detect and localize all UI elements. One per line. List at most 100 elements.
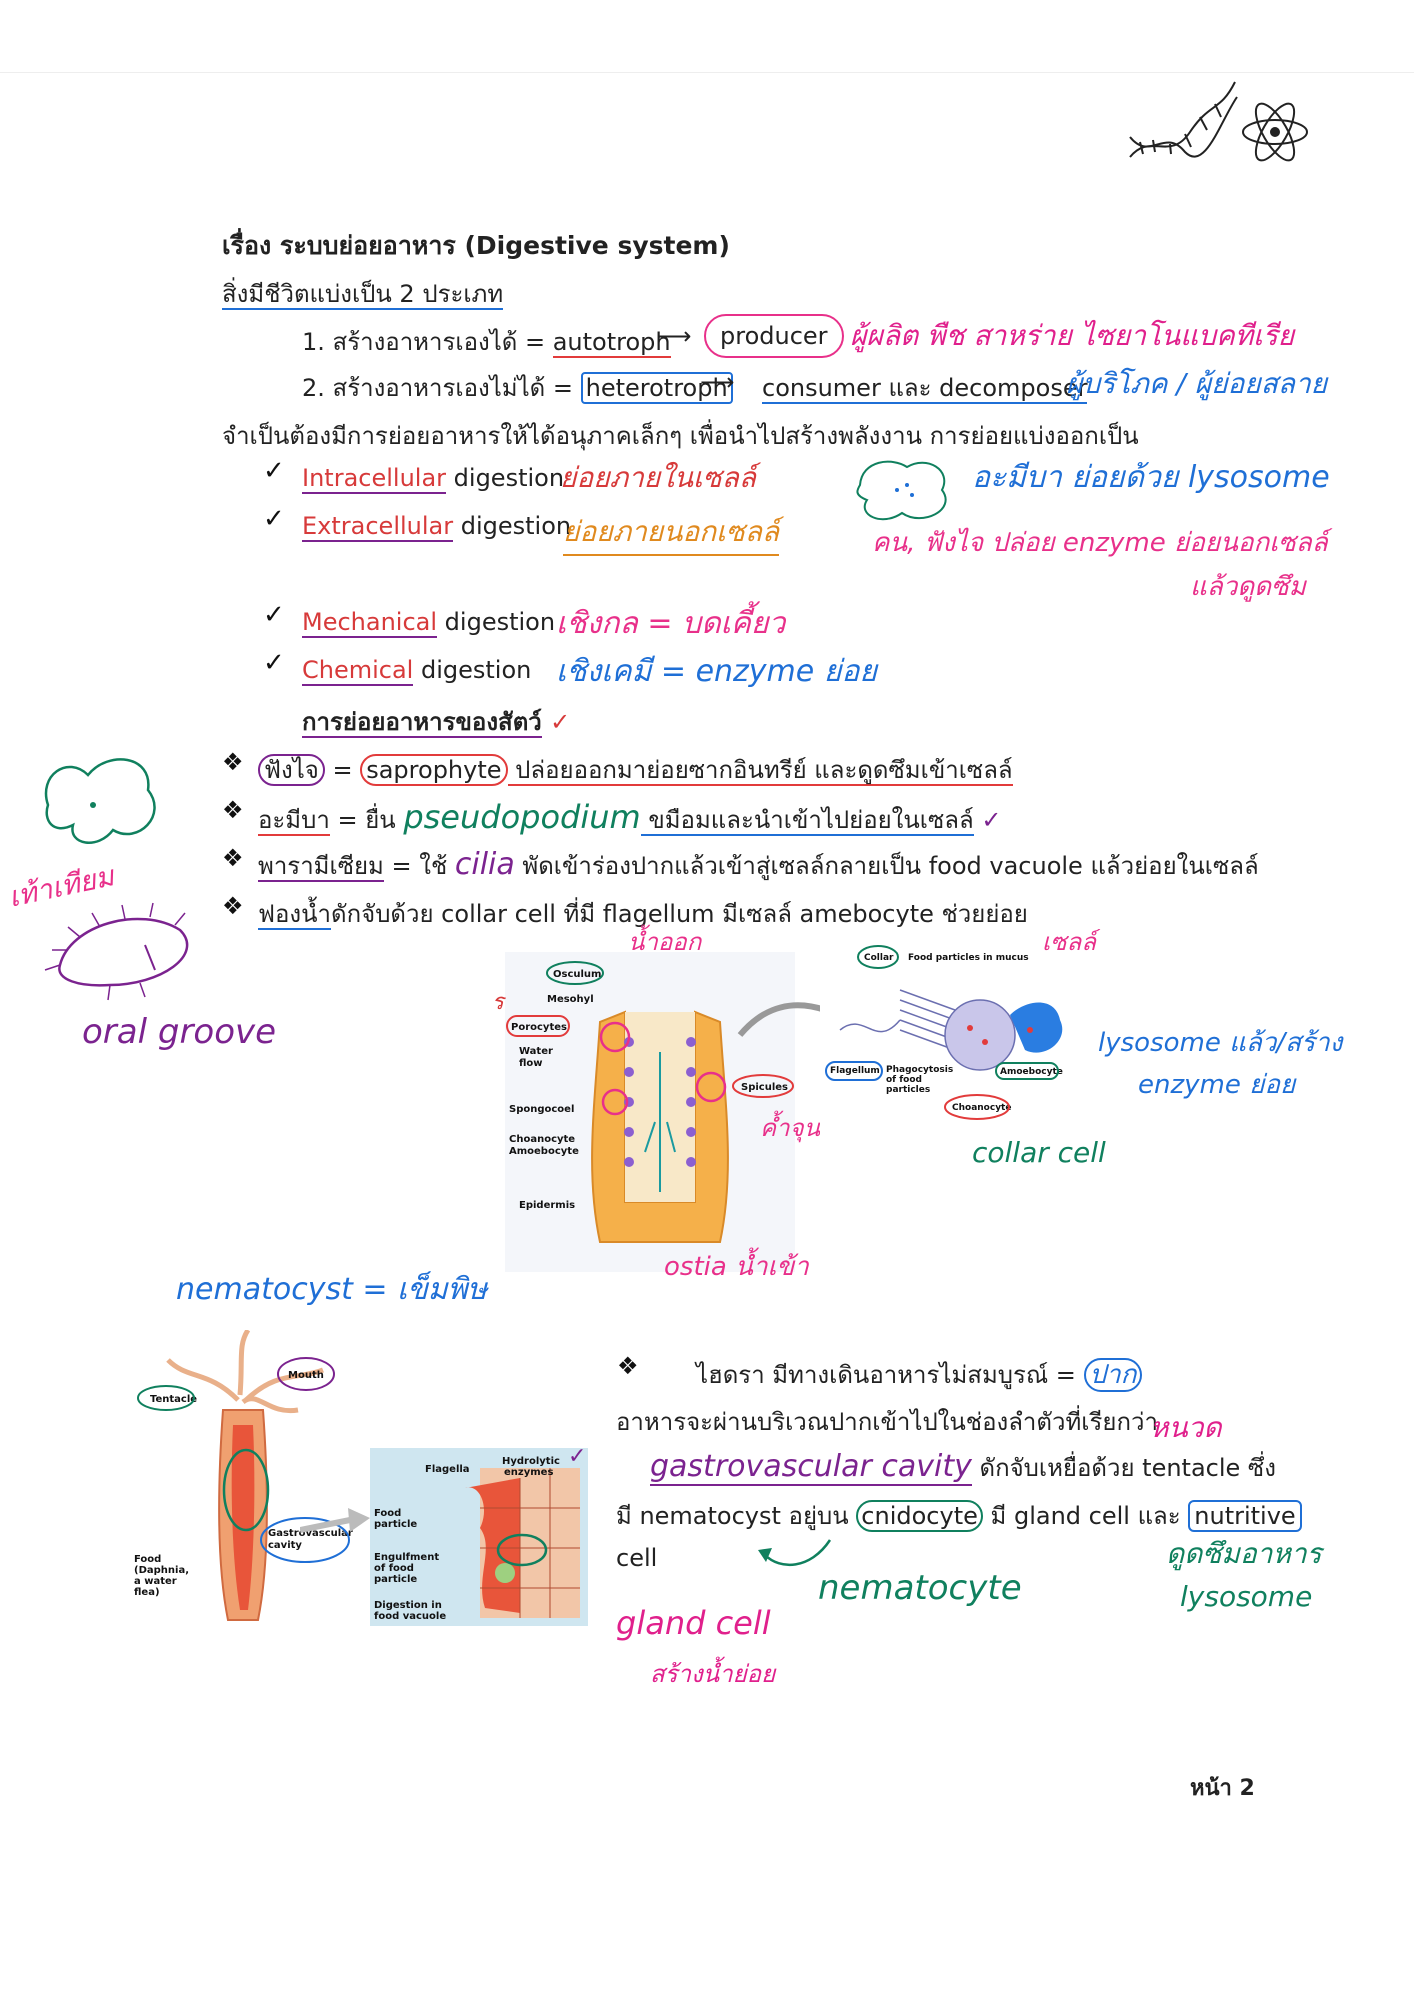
- svg-text:Food particles in mucus: Food particles in mucus: [908, 953, 1029, 963]
- oral-groove-note: oral groove: [82, 1012, 277, 1052]
- svg-text:Food: Food: [374, 1508, 401, 1519]
- bullet-fungi: ฟังไจ = saprophyte ปล่อยออกมาย่อยซากอินท…: [258, 750, 1013, 789]
- svg-text:Spicules: Spicules: [741, 1082, 788, 1093]
- hydra-note-anus: หนวด: [1150, 1411, 1222, 1444]
- svg-text:Engulfment: Engulfment: [374, 1552, 439, 1563]
- svg-text:particle: particle: [374, 1519, 417, 1530]
- hydra-line-3: gastrovascular cavity ดักจับเหยื่อด้วย t…: [650, 1449, 1276, 1486]
- hydra-line-2: อาหารจะผ่านบริเวณปากเข้าไปในช่องลำตัวที่…: [616, 1408, 1158, 1436]
- digestion-intracellular: Intracellular digestion: [302, 464, 565, 494]
- svg-text:Amoebocyte: Amoebocyte: [509, 1146, 579, 1157]
- hydra-line-4: มี nematocyst อยู่บน cnidocyte มี gland …: [616, 1496, 1302, 1535]
- hydra-note-nemato: nematocyte: [818, 1568, 1022, 1608]
- page-title: เรื่อง ระบบย่อยอาหาร (Digestive system): [222, 231, 730, 260]
- svg-text:enzymes: enzymes: [504, 1467, 553, 1478]
- svg-text:cavity: cavity: [268, 1540, 302, 1551]
- sponge-annot-top: น้ำออก: [628, 928, 702, 956]
- mechanical-note: เชิงกล = บดเคี้ยว: [556, 606, 786, 641]
- sponge-annot-r: ร: [492, 990, 504, 1015]
- svg-text:Flagellum: Flagellum: [830, 1066, 880, 1076]
- sponge-annot-spicules: ค้ำจุน: [760, 1114, 820, 1142]
- svg-text:Mouth: Mouth: [288, 1370, 324, 1381]
- animal-heading: การย่อยอาหารของสัตว์ ✓: [302, 708, 571, 738]
- diamond-icon: ❖: [222, 844, 244, 872]
- arrow-1: ⟶: [657, 322, 692, 350]
- collar-annot-enzyme: enzyme ย่อย: [1138, 1070, 1296, 1100]
- chemical-note: เชิงเคมี = enzyme ย่อย: [556, 654, 877, 689]
- diamond-icon: ❖: [222, 892, 244, 920]
- svg-text:Phagocytosis: Phagocytosis: [886, 1065, 953, 1075]
- svg-text:of food: of food: [886, 1075, 922, 1085]
- hydra-line-5: cell: [616, 1544, 658, 1572]
- curved-arrow-icon: [758, 1539, 832, 1567]
- bullet-sponge: ฟองน้ำดักจับด้วย collar cell ที่มี flage…: [258, 900, 1028, 930]
- water-flow-arrows: [644, 1052, 676, 1192]
- svg-text:particle: particle: [374, 1574, 417, 1585]
- collar-annot-cell: เซลล์: [1042, 928, 1096, 956]
- gland-cell-note: gland cell: [616, 1604, 771, 1642]
- amoeba-note: อะมีบา ย่อยด้วย lysosome: [972, 460, 1330, 495]
- svg-text:Gastrovascular: Gastrovascular: [268, 1528, 353, 1539]
- bullet-paramecium: พารามีเซียม = ใช้ cilia พัดเข้าร่องปากแล…: [258, 847, 1259, 882]
- svg-text:Osculum: Osculum: [553, 969, 601, 980]
- svg-text:Collar: Collar: [864, 953, 894, 963]
- arrow-2: ⟶: [700, 368, 735, 396]
- svg-text:Amoebocyte: Amoebocyte: [1000, 1067, 1063, 1077]
- need-line: จำเป็นต้องมีการย่อยอาหารให้ได้อนุภาคเล็ก…: [222, 422, 1139, 450]
- collar-cell-diagram: Collar Food particles in mucus Flagellum P…: [820, 940, 1075, 1140]
- sponge-annot-ostia: ostia น้ำเข้า: [664, 1252, 809, 1282]
- svg-text:Mesohyl: Mesohyl: [547, 994, 594, 1005]
- digestion-mechanical: Mechanical digestion: [302, 608, 556, 638]
- collar-annot-lysosome: lysosome แล้ว/สร้าง: [1098, 1028, 1343, 1058]
- digestion-extracellular: Extracellular digestion: [302, 512, 572, 542]
- check-icon: ✓: [263, 456, 285, 486]
- extra-note-1: คน, ฟังไจ ปล่อย enzyme ย่อยนอกเซลล์: [872, 528, 1328, 558]
- intracellular-note: ย่อยภายในเซลล์: [560, 461, 756, 494]
- amoeba-doodle: [856, 460, 947, 521]
- gland-cell-note-2: สร้างน้ำย่อย: [650, 1660, 776, 1688]
- svg-text:Porocytes: Porocytes: [511, 1022, 567, 1033]
- enzyme-check-icon: ✓: [568, 1444, 587, 1469]
- svg-text:Flagella: Flagella: [425, 1464, 470, 1475]
- hydra-line-1: ไฮดรา มีทางเดินอาหารไม่สมบูรณ์ = ปาก: [696, 1354, 1143, 1395]
- consumer-label: consumer และ decomposer: [762, 374, 1088, 404]
- diamond-icon: ❖: [617, 1352, 639, 1380]
- svg-text:Choanocyte: Choanocyte: [509, 1134, 575, 1145]
- diamond-icon: ❖: [222, 796, 244, 824]
- check-icon: ✓: [263, 648, 285, 678]
- svg-text:(Daphnia,: (Daphnia,: [134, 1565, 189, 1576]
- grey-arrow-icon: [300, 1508, 370, 1533]
- extra-note-2: แล้วดูดซึม: [1190, 572, 1306, 602]
- gastrodermis-cells: [465, 1468, 580, 1618]
- svg-text:particles: particles: [886, 1085, 930, 1095]
- choanocyte-body: [944, 999, 1016, 1071]
- svg-text:Digestion in: Digestion in: [374, 1600, 442, 1611]
- page-top-bar: [0, 0, 1414, 73]
- bullet-amoeba: อะมีบา = ยื่น pseudopodium ขมือมและนำเข้…: [258, 798, 1002, 836]
- type-heterotroph: 2. สร้างอาหารเองไม่ได้ = heterotroph: [302, 368, 733, 407]
- diamond-icon: ❖: [222, 748, 244, 776]
- svg-text:Hydrolytic: Hydrolytic: [502, 1456, 560, 1467]
- digestion-chemical: Chemical digestion: [302, 656, 532, 686]
- svg-text:Spongocoel: Spongocoel: [509, 1104, 574, 1115]
- dna-atom-doodle: [1129, 81, 1308, 162]
- check-icon: ✓: [263, 504, 285, 534]
- hydra-tentacles: [166, 1330, 324, 1414]
- page-number: หน้า 2: [1190, 1776, 1255, 1801]
- dna-icon: [1129, 81, 1238, 158]
- sponge-body: [591, 1010, 729, 1243]
- svg-text:food vacuole: food vacuole: [374, 1611, 446, 1622]
- hydra-cavity-label: Gastrovascular cavity: [260, 1517, 353, 1563]
- svg-text:a water: a water: [134, 1576, 177, 1587]
- extracellular-note: ย่อยภายนอกเซลล์: [563, 510, 780, 556]
- consumer-note: ผู้บริโภค / ผู้ย่อยสลาย: [1066, 367, 1328, 400]
- collar-annot-collar: collar cell: [972, 1136, 1106, 1169]
- paramecium-doodle: [44, 902, 189, 1001]
- svg-text:flow: flow: [519, 1058, 543, 1069]
- svg-text:flea): flea): [134, 1587, 160, 1598]
- svg-text:of food: of food: [374, 1563, 414, 1574]
- intro-line: สิ่งมีชีวิตแบ่งเป็น 2 ประเภท: [222, 280, 504, 310]
- svg-text:Choanocyte: Choanocyte: [952, 1103, 1011, 1113]
